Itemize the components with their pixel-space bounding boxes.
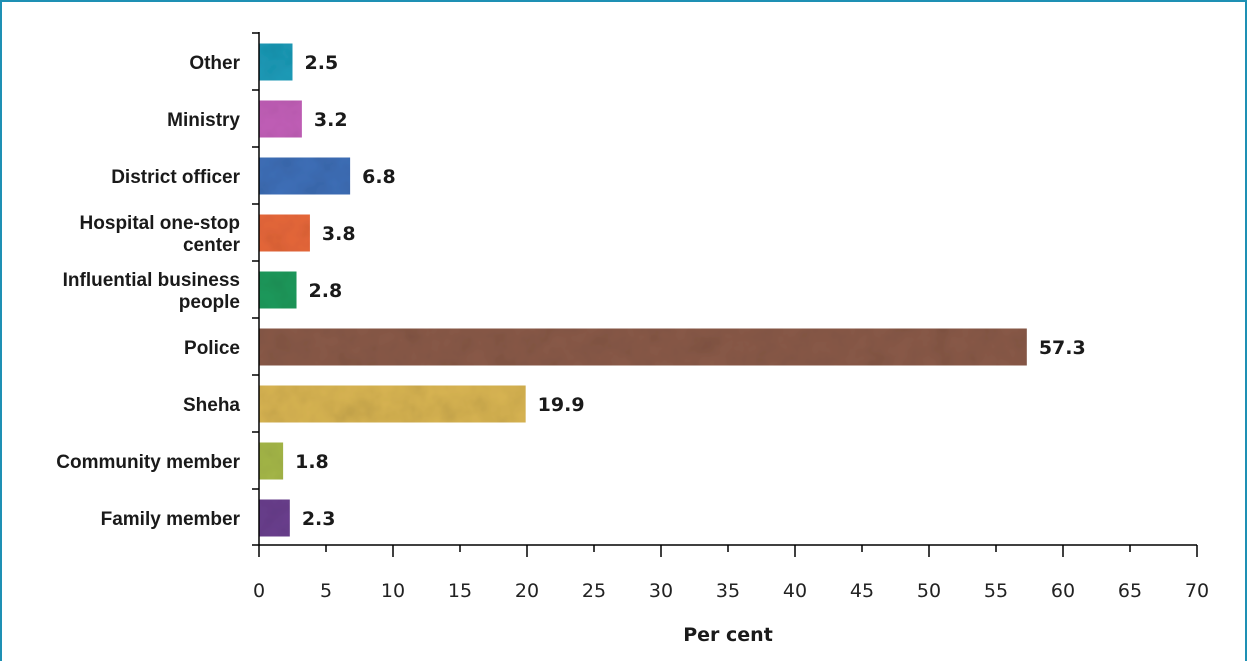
x-tick-label-10: 50 bbox=[917, 580, 941, 602]
x-tick-label-12: 60 bbox=[1051, 580, 1075, 602]
bar-6 bbox=[259, 385, 526, 423]
x-tick-label-0: 0 bbox=[253, 580, 265, 602]
value-label-7: 1.8 bbox=[295, 451, 329, 473]
value-label-3: 3.8 bbox=[322, 223, 356, 245]
bar-7 bbox=[259, 442, 284, 480]
bar-1 bbox=[259, 100, 302, 138]
x-tick-label-6: 30 bbox=[649, 580, 673, 602]
x-tick-label-13: 65 bbox=[1118, 580, 1142, 602]
x-tick-label-7: 35 bbox=[716, 580, 740, 602]
category-label-1: Ministry bbox=[167, 110, 240, 131]
bars-group bbox=[259, 43, 1027, 537]
x-tick-label-2: 10 bbox=[381, 580, 405, 602]
x-tick-label-14: 70 bbox=[1185, 580, 1209, 602]
x-tick-label-4: 20 bbox=[515, 580, 539, 602]
value-label-5: 57.3 bbox=[1039, 337, 1086, 359]
value-label-6: 19.9 bbox=[538, 394, 585, 416]
x-tick-label-8: 40 bbox=[783, 580, 807, 602]
bar-4 bbox=[259, 271, 297, 309]
x-axis-title: Per cent bbox=[683, 624, 773, 646]
x-tick-label-1: 5 bbox=[320, 580, 332, 602]
category-label-7: Community member bbox=[56, 452, 240, 473]
category-label-2: District officer bbox=[111, 167, 240, 188]
category-label-4-line-1: people bbox=[179, 292, 240, 313]
bar-8 bbox=[259, 499, 290, 537]
value-label-2: 6.8 bbox=[362, 166, 396, 188]
category-label-4-line-0: Influential business bbox=[63, 270, 240, 291]
bar-0 bbox=[259, 43, 293, 81]
bar-3 bbox=[259, 214, 310, 252]
x-tick-label-5: 25 bbox=[582, 580, 606, 602]
x-tick-label-9: 45 bbox=[850, 580, 874, 602]
x-tick-label-11: 55 bbox=[984, 580, 1008, 602]
value-label-1: 3.2 bbox=[314, 109, 348, 131]
category-label-3-line-0: Hospital one-stop bbox=[80, 213, 240, 234]
axes-group bbox=[252, 32, 1198, 557]
category-label-0: Other bbox=[189, 53, 240, 74]
value-label-4: 2.8 bbox=[309, 280, 343, 302]
bar-2 bbox=[259, 157, 351, 195]
bar-5 bbox=[259, 328, 1027, 366]
category-label-3-line-1: center bbox=[183, 235, 241, 256]
value-label-8: 2.3 bbox=[302, 508, 336, 530]
value-label-0: 2.5 bbox=[305, 52, 339, 74]
x-tick-label-3: 15 bbox=[448, 580, 472, 602]
category-label-6: Sheha bbox=[183, 395, 240, 416]
labels-group: 2.5 Other 3.2 Ministry 6.8 District officer 3.… bbox=[56, 52, 1209, 602]
category-label-8: Family member bbox=[101, 509, 241, 530]
category-label-5: Police bbox=[184, 338, 240, 359]
